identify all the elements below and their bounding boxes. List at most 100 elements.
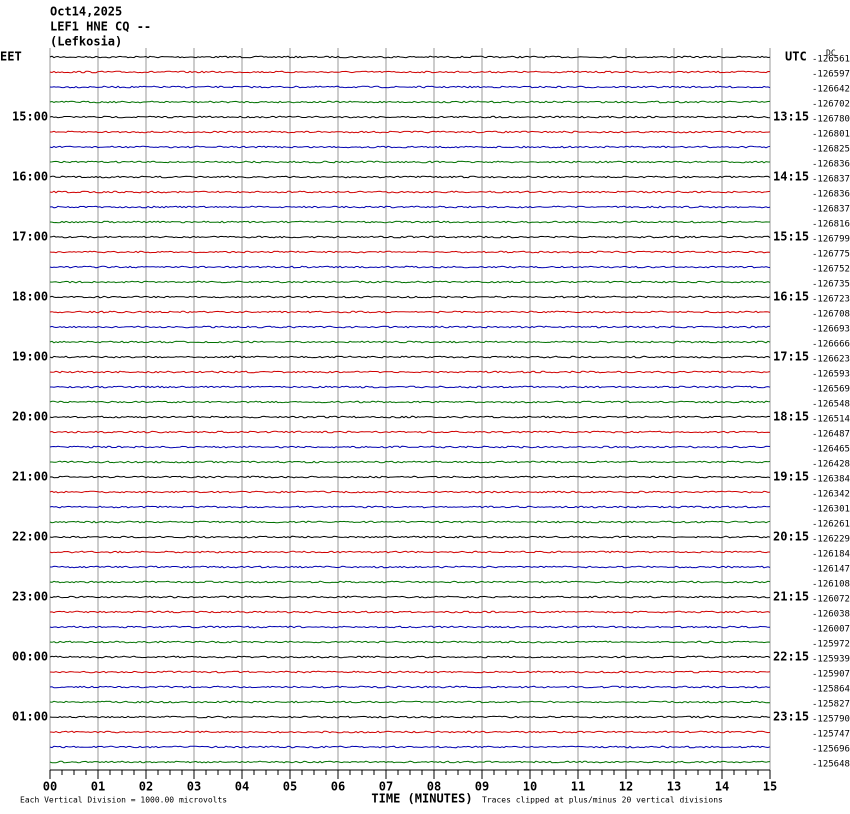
utc-label: 15:15 (773, 230, 809, 244)
trace-offset: -125790 (812, 715, 850, 725)
trace (49, 640, 771, 644)
trace (49, 370, 771, 374)
trace (49, 625, 771, 629)
trace-offset: -126799 (812, 235, 850, 245)
trace (49, 355, 771, 359)
trace-offset: -126301 (812, 505, 850, 515)
trace (49, 745, 771, 749)
axis-title: TIME (MINUTES) (371, 792, 472, 806)
eet-label: 17:00 (12, 230, 48, 244)
eet-label: 00:00 (12, 650, 48, 664)
location: (Lefkosia) (50, 35, 122, 49)
trace-offset: -126428 (812, 460, 850, 470)
date: Oct14,2025 (50, 5, 122, 19)
trace (49, 430, 771, 434)
eet-label: 18:00 (12, 290, 48, 304)
eet-label: 16:00 (12, 170, 48, 184)
trace (49, 580, 771, 584)
utc-label: 14:15 (773, 170, 809, 184)
trace (49, 655, 771, 659)
trace-offset: -126801 (812, 130, 850, 140)
trace (50, 565, 771, 569)
trace-offset: -126561 (812, 55, 850, 65)
trace (49, 760, 771, 764)
trace-offset: -125827 (812, 700, 850, 710)
trace-offset: -126108 (812, 580, 850, 590)
trace-offset: -126072 (812, 595, 850, 605)
utc-label: 16:15 (773, 290, 809, 304)
trace (49, 730, 771, 734)
trace-offset: -126836 (812, 160, 850, 170)
trace-offset: -126514 (812, 415, 850, 425)
utc-label: 23:15 (773, 710, 809, 724)
trace (49, 400, 771, 404)
trace (49, 490, 771, 494)
x-tick-label: 11 (571, 780, 585, 794)
x-tick-label: 01 (91, 780, 105, 794)
trace-offset: -126825 (812, 145, 850, 155)
x-tick-label: 13 (667, 780, 681, 794)
trace-offset: -126780 (812, 115, 850, 125)
x-tick-label: 14 (715, 780, 729, 794)
trace (49, 520, 771, 524)
eet-label: 21:00 (12, 470, 48, 484)
utc-label: 17:15 (773, 350, 809, 364)
x-tick-label: 10 (523, 780, 537, 794)
trace-offset: -126693 (812, 325, 850, 335)
trace (49, 715, 770, 719)
trace (49, 175, 771, 179)
trace (49, 250, 771, 254)
trace-offset: -126666 (812, 340, 850, 350)
trace-offset: -125648 (812, 760, 850, 770)
eet-label: 22:00 (12, 530, 48, 544)
eet-label: 20:00 (12, 410, 48, 424)
trace-offset: -126723 (812, 295, 850, 305)
trace-offset: -126007 (812, 625, 850, 635)
trace-offset: -126593 (812, 370, 850, 380)
trace (49, 340, 771, 344)
trace-offset: -126342 (812, 490, 850, 500)
utc-label: UTC (785, 50, 807, 64)
utc-label: 21:15 (773, 590, 809, 604)
trace (49, 445, 771, 449)
trace-offset: -126623 (812, 355, 850, 365)
trace-offset: -125747 (812, 730, 850, 740)
trace-offset: -126147 (812, 565, 850, 575)
trace-offset: -126038 (812, 610, 850, 620)
trace-offset: -126775 (812, 250, 850, 260)
x-tick-label: 06 (331, 780, 345, 794)
trace (49, 115, 771, 119)
trace (49, 325, 770, 329)
trace-offset: -126597 (812, 70, 850, 80)
trace-offset: -126735 (812, 280, 850, 290)
x-tick-label: 07 (379, 780, 393, 794)
x-tick-label: 02 (139, 780, 153, 794)
trace-offset: -125972 (812, 640, 850, 650)
trace-offset: -126708 (812, 310, 850, 320)
x-tick-label: 15 (763, 780, 777, 794)
trace-offset: -126752 (812, 265, 850, 275)
trace (49, 85, 771, 89)
trace-offset: -126261 (812, 520, 850, 530)
x-tick-label: 03 (187, 780, 201, 794)
trace-offset: -126642 (812, 85, 850, 95)
trace (49, 100, 771, 104)
trace (49, 295, 771, 299)
clip-note: Traces clipped at plus/minus 20 vertical… (482, 796, 723, 805)
trace (49, 145, 771, 149)
dc-label: DC (826, 49, 836, 58)
trace (49, 310, 771, 314)
trace-offset: -126229 (812, 535, 850, 545)
trace (49, 70, 771, 74)
trace (49, 505, 771, 509)
trace-offset: -125696 (812, 745, 850, 755)
utc-label: 19:15 (773, 470, 809, 484)
eet-label: 19:00 (12, 350, 48, 364)
trace (50, 460, 771, 464)
trace (49, 475, 771, 479)
trace-offset: -126184 (812, 550, 850, 560)
trace (49, 235, 771, 239)
trace (49, 265, 771, 269)
trace (49, 280, 771, 284)
trace (49, 700, 771, 704)
